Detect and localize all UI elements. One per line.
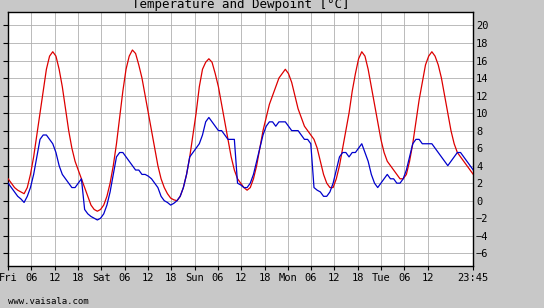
Text: www.vaisala.com: www.vaisala.com bbox=[8, 298, 89, 306]
Title: Temperature and Dewpoint [°C]: Temperature and Dewpoint [°C] bbox=[132, 0, 349, 11]
